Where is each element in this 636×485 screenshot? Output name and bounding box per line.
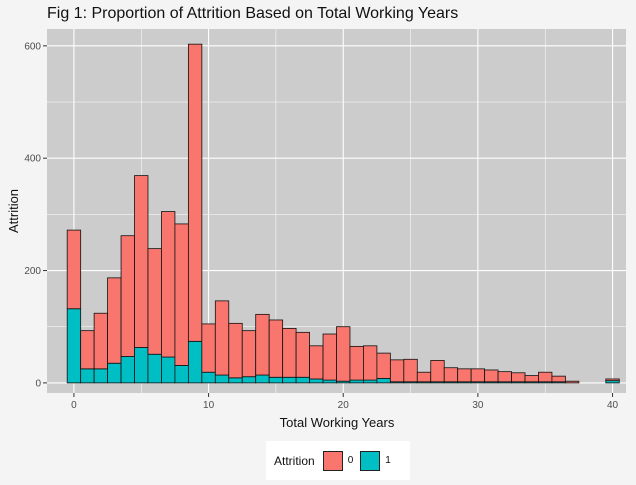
bar-attrition-0 [268, 319, 284, 378]
bar-attrition-0 [430, 360, 445, 383]
x-axis-label: Total Working Years [280, 415, 395, 430]
legend-label-1: 1 [385, 455, 391, 466]
x-tick-label: 0 [71, 400, 77, 411]
legend-key-0 [322, 450, 343, 471]
bar-attrition-0 [349, 345, 364, 381]
x-tick-label: 10 [203, 400, 215, 411]
bar-attrition-0 [376, 352, 391, 379]
bar-attrition-0 [416, 371, 432, 383]
bar-attrition-1 [363, 379, 378, 384]
bar-attrition-0 [524, 375, 539, 383]
bar-attrition-0 [214, 300, 230, 376]
bar-attrition-0 [187, 43, 203, 342]
bar-attrition-1 [241, 376, 257, 384]
bar-attrition-1 [228, 377, 243, 384]
bar-attrition-0 [80, 330, 95, 370]
bar-attrition-0 [484, 369, 499, 383]
bar-attrition-1 [309, 378, 324, 384]
bar-attrition-1 [322, 379, 337, 384]
bar-attrition-0 [228, 322, 243, 379]
bar-attrition-1 [255, 374, 270, 384]
x-tick-label: 20 [338, 400, 350, 411]
legend-label-0: 0 [347, 455, 354, 466]
bar-attrition-0 [336, 326, 351, 382]
bar-attrition-0 [322, 333, 337, 381]
y-tick-label: 400 [24, 154, 41, 165]
bar-attrition-0 [565, 380, 580, 384]
bar-attrition-0 [295, 331, 310, 378]
bar-attrition-1 [161, 356, 176, 384]
bar-attrition-0 [309, 345, 324, 380]
bar-attrition-0 [497, 371, 512, 383]
y-tick-label: 0 [35, 378, 41, 389]
y-tick-label: 600 [24, 41, 41, 52]
histogram-chart: 0 10 20 30 40 0 200 400 600 Total Working Years… [6, 29, 626, 430]
bar-attrition-0 [363, 345, 378, 381]
bar-attrition-1 [201, 371, 216, 384]
x-tick-label: 40 [607, 400, 619, 411]
bar-attrition-0 [403, 358, 418, 383]
x-axis-ticks: 0 10 20 30 40 [71, 393, 619, 411]
bar-attrition-1 [93, 368, 108, 384]
bar-attrition-0 [605, 378, 620, 382]
bar-attrition-0 [241, 330, 257, 378]
bar-attrition-0 [120, 235, 135, 357]
y-axis-ticks: 0 200 400 600 [24, 41, 47, 389]
bar-attrition-0 [389, 359, 405, 383]
bar-attrition-1 [107, 362, 122, 384]
bar-attrition-0 [470, 368, 486, 383]
bar-attrition-0 [201, 323, 216, 373]
bar-attrition-0 [511, 372, 526, 383]
bar-attrition-1 [214, 374, 230, 384]
bar-attrition-1 [120, 356, 135, 384]
bar-attrition-1 [268, 376, 284, 384]
bar-attrition-0 [538, 371, 553, 383]
x-tick-label: 30 [472, 400, 484, 411]
bar-attrition-0 [134, 175, 149, 348]
bar-attrition-1 [187, 340, 203, 384]
bar-attrition-0 [93, 312, 108, 370]
bar-attrition-1 [295, 376, 310, 384]
bar-attrition-0 [282, 328, 297, 378]
bars [66, 43, 620, 384]
y-tick-label: 200 [24, 266, 41, 277]
legend-title: Attrition [274, 453, 315, 468]
chart-title: Fig 1: Proportion of Attrition Based on … [47, 5, 459, 22]
bar-attrition-0 [107, 277, 122, 364]
bar-attrition-1 [376, 377, 391, 384]
bar-attrition-1 [282, 376, 297, 384]
bar-attrition-0 [147, 248, 162, 355]
bar-attrition-0 [161, 211, 176, 358]
bar-attrition-0 [255, 313, 270, 376]
legend: Attrition 0 1 [266, 441, 410, 480]
bar-attrition-1 [134, 347, 149, 384]
legend-key-1 [360, 450, 381, 471]
bar-attrition-1 [174, 365, 189, 384]
bar-attrition-0 [457, 368, 472, 383]
bar-attrition-0 [174, 223, 189, 366]
y-axis-label: Attrition [6, 189, 21, 233]
bar-attrition-1 [80, 368, 95, 384]
bar-attrition-1 [349, 379, 364, 384]
bar-attrition-0 [443, 367, 459, 383]
bar-attrition-1 [147, 353, 162, 384]
bar-attrition-1 [66, 308, 82, 384]
bar-attrition-0 [66, 229, 82, 310]
bar-attrition-0 [551, 375, 566, 383]
